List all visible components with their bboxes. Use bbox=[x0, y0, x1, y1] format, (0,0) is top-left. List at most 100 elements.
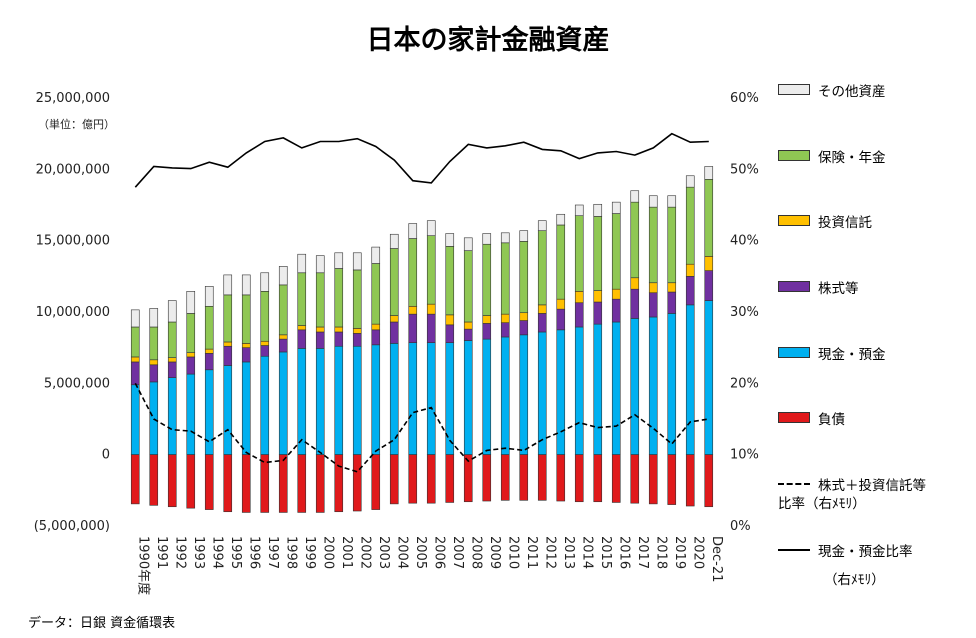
bar-stocks bbox=[204, 353, 214, 371]
bar-stocks bbox=[315, 331, 325, 349]
bar-trust bbox=[260, 340, 270, 346]
bar-cash bbox=[648, 316, 658, 455]
bar-stocks bbox=[389, 321, 399, 344]
bar-cash bbox=[186, 373, 196, 455]
bar-other bbox=[463, 237, 473, 251]
bar-cash bbox=[611, 321, 621, 455]
x-tick-label: 2002 bbox=[357, 536, 372, 569]
bar-cash bbox=[500, 336, 510, 455]
bar-insurance bbox=[297, 272, 307, 326]
bar-trust bbox=[630, 277, 640, 290]
bar-trust bbox=[186, 352, 196, 358]
bar-stocks bbox=[556, 308, 566, 331]
x-tick-label: 1993 bbox=[191, 536, 206, 569]
bar-other bbox=[500, 232, 510, 244]
bar-cash bbox=[167, 377, 177, 455]
bar-trust bbox=[241, 343, 251, 348]
bar-trust bbox=[223, 341, 233, 347]
bar-stocks bbox=[630, 288, 640, 319]
bar-debt bbox=[648, 454, 658, 505]
bar-stocks bbox=[426, 313, 436, 343]
bar-trust bbox=[648, 282, 658, 294]
bar-other bbox=[315, 255, 325, 274]
bar-other bbox=[334, 252, 344, 269]
right-tick-label: 60% bbox=[730, 91, 759, 106]
bar-insurance bbox=[574, 215, 584, 292]
bar-cash bbox=[352, 345, 362, 455]
bar-trust bbox=[167, 357, 177, 363]
legend-label-stock-ratio-1: 株式＋投資信託等 bbox=[818, 478, 926, 494]
bar-debt bbox=[574, 454, 584, 503]
bar-cash bbox=[241, 361, 251, 455]
bar-other bbox=[352, 252, 362, 271]
legend-label-cash-ratio-1: 現金・預金比率 bbox=[818, 544, 913, 560]
bar-debt bbox=[223, 454, 233, 513]
x-tick-label: 2020 bbox=[690, 536, 705, 569]
x-tick-label: 1996 bbox=[246, 536, 261, 569]
x-tick-label: 2013 bbox=[561, 536, 576, 569]
right-tick-label: 30% bbox=[730, 305, 759, 320]
bar-cash bbox=[519, 334, 529, 455]
bar-other bbox=[574, 204, 584, 216]
bar-insurance bbox=[149, 326, 159, 361]
bar-insurance bbox=[241, 294, 251, 344]
bar-cash bbox=[556, 329, 566, 455]
bar-stocks bbox=[241, 347, 251, 363]
x-tick-label: 2000 bbox=[320, 536, 335, 569]
bar-stocks bbox=[537, 313, 547, 333]
bar-trust bbox=[685, 263, 695, 277]
bar-other bbox=[482, 233, 492, 245]
bar-other bbox=[260, 272, 270, 292]
bar-insurance bbox=[704, 179, 714, 257]
bar-insurance bbox=[408, 238, 418, 307]
bar-trust bbox=[334, 326, 344, 333]
bar-cash bbox=[667, 313, 677, 455]
bar-other bbox=[130, 309, 140, 328]
bar-insurance bbox=[130, 326, 140, 358]
bar-trust bbox=[445, 314, 455, 326]
x-tick-label: 2004 bbox=[394, 536, 409, 569]
bar-cash bbox=[204, 369, 214, 455]
x-tick-label: 2017 bbox=[635, 536, 650, 569]
bar-stocks bbox=[611, 298, 621, 323]
legend-swatch-trust bbox=[778, 215, 810, 226]
left-tick-label: 15,000,000 bbox=[36, 234, 110, 249]
bar-trust bbox=[574, 291, 584, 304]
x-tick-label: 2019 bbox=[672, 536, 687, 569]
bar-insurance bbox=[315, 272, 325, 328]
bar-other bbox=[223, 274, 233, 296]
bar-debt bbox=[334, 454, 344, 513]
x-tick-label: 1997 bbox=[265, 536, 280, 569]
legend-swatch-cash-ratio bbox=[778, 549, 810, 551]
ratio-lines bbox=[134, 132, 709, 473]
bar-stocks bbox=[352, 333, 362, 347]
source-note: データ：日銀 資金循環表 bbox=[28, 616, 176, 631]
bar-cash bbox=[685, 304, 695, 455]
bar-debt bbox=[482, 454, 492, 502]
line-cash_ratio bbox=[134, 132, 709, 188]
bar-debt bbox=[537, 454, 547, 501]
bar-trust bbox=[371, 323, 381, 331]
bar-cash bbox=[482, 338, 492, 455]
bar-other bbox=[167, 300, 177, 323]
bar-debt bbox=[667, 454, 677, 505]
bar-insurance bbox=[167, 321, 177, 358]
x-tick-label: 2009 bbox=[487, 536, 502, 569]
bar-insurance bbox=[334, 268, 344, 328]
bar-stocks bbox=[593, 301, 603, 325]
legend-swatch-other bbox=[778, 84, 810, 95]
bar-trust bbox=[482, 315, 492, 324]
bar-trust bbox=[389, 315, 399, 323]
bar-cash bbox=[130, 384, 140, 455]
bar-other bbox=[297, 253, 307, 274]
bar-stocks bbox=[482, 323, 492, 340]
bar-insurance bbox=[204, 305, 214, 350]
bar-insurance bbox=[593, 216, 603, 291]
bar-other bbox=[445, 233, 455, 247]
left-tick-label: 10,000,000 bbox=[36, 305, 110, 320]
bar-trust bbox=[204, 348, 214, 354]
x-tick-label: 1999 bbox=[302, 536, 317, 569]
bar-trust bbox=[297, 325, 307, 331]
bar-other bbox=[556, 213, 566, 226]
bar-other bbox=[389, 233, 399, 249]
